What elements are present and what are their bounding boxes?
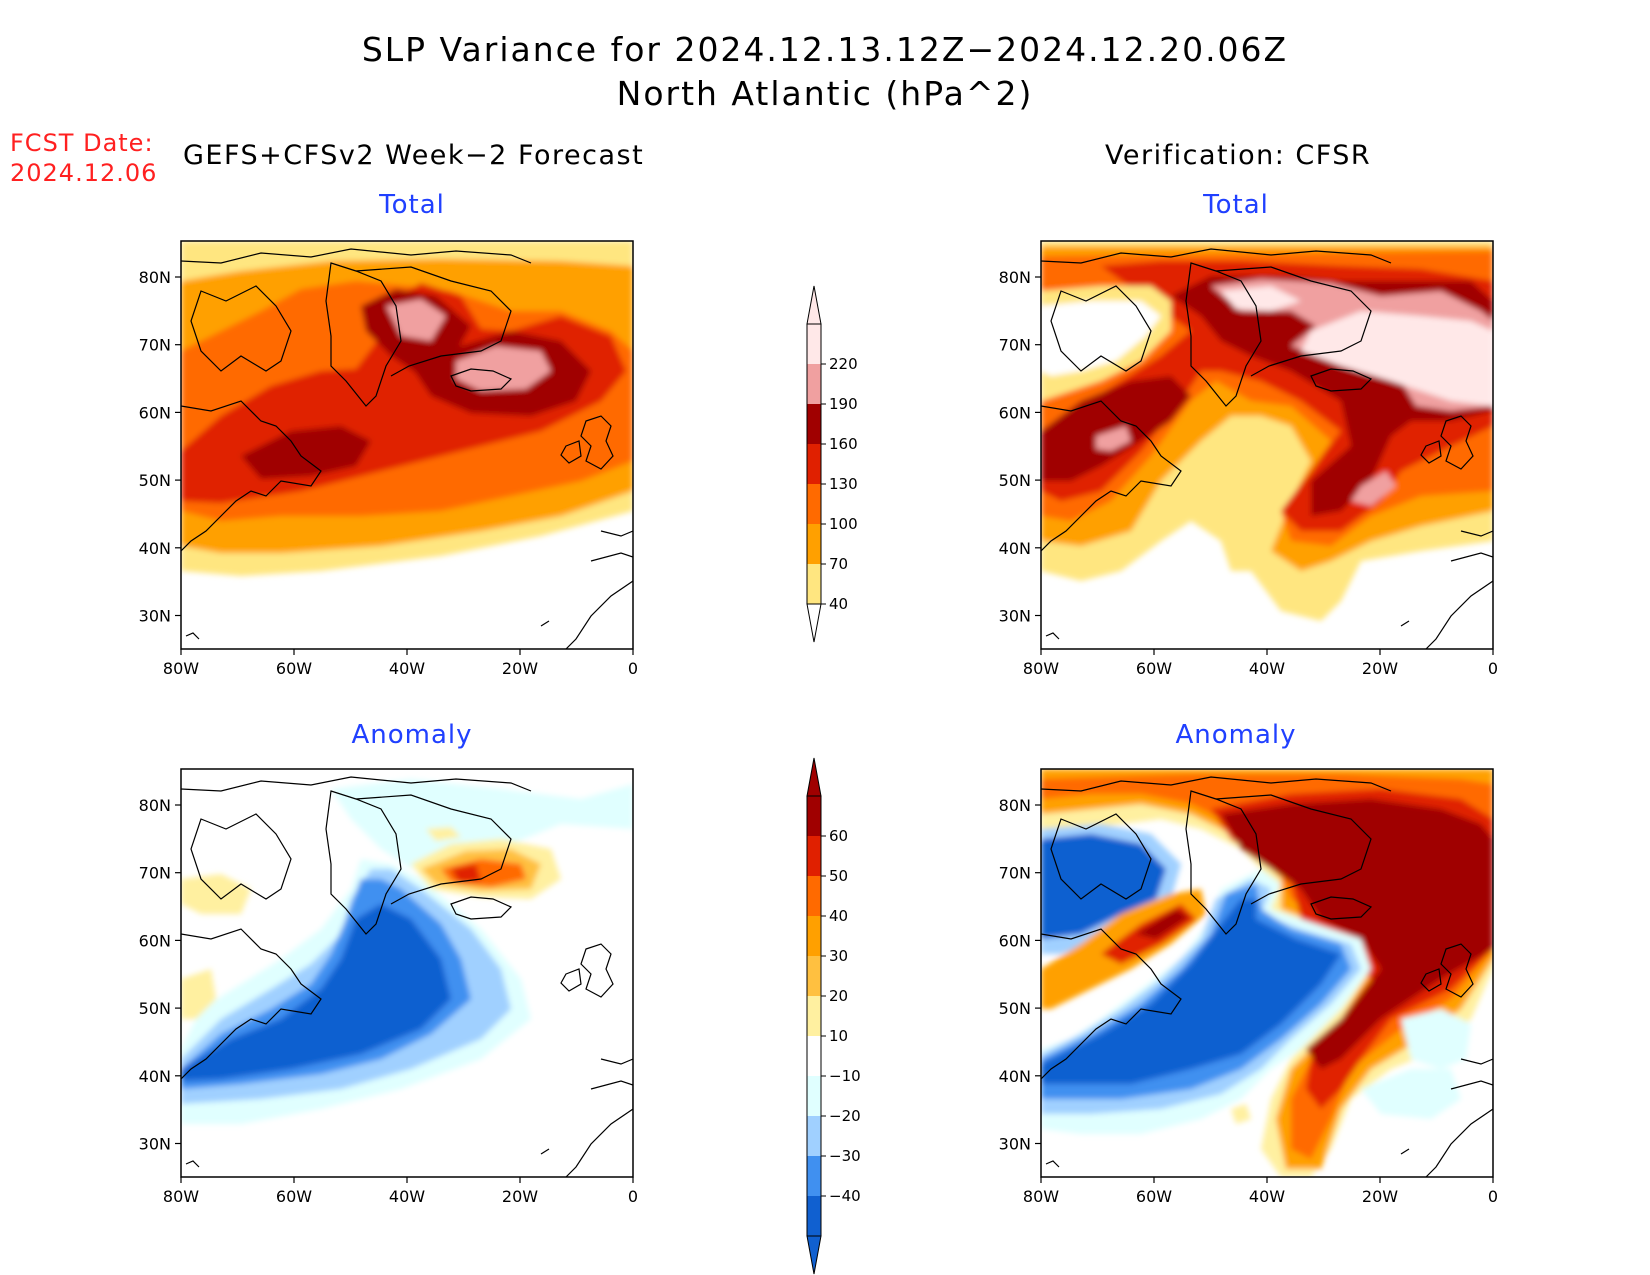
lon-tick-label: 40W — [389, 659, 425, 678]
fcst-date-value: 2024.12.06 — [10, 159, 158, 187]
colorbar-label: 220 — [829, 355, 858, 373]
colorbar-swatch — [807, 564, 821, 604]
lat-tick-label: 50N — [139, 471, 171, 490]
lat-tick-label: 70N — [999, 864, 1031, 883]
lat-tick-label: 30N — [999, 607, 1031, 626]
colorbar-swatch — [807, 956, 821, 996]
colorbar-label: 60 — [829, 827, 848, 845]
lon-tick-label: 80W — [163, 659, 199, 678]
colorbar-swatch — [807, 1156, 821, 1196]
colorbar-label: 20 — [829, 987, 848, 1005]
lat-tick-label: 60N — [999, 931, 1031, 950]
lon-tick-label: 40W — [1249, 659, 1285, 678]
lat-tick-label: 40N — [999, 539, 1031, 558]
lon-tick-label: 0 — [1488, 1187, 1498, 1206]
lat-tick-label: 40N — [999, 1067, 1031, 1086]
colorbar-swatch — [807, 1196, 821, 1236]
map-forecast-total — [180, 240, 634, 650]
colorbar-label: 40 — [829, 595, 848, 613]
colorbar-total: 220 190 160 130 100 70 40 — [806, 285, 858, 643]
main-subtitle: North Atlantic (hPa^2) — [616, 74, 1034, 113]
colorbar-label: 160 — [829, 435, 858, 453]
colorbar-swatch — [807, 524, 821, 564]
lon-tick-label: 0 — [1488, 659, 1498, 678]
lon-tick-label: 80W — [1023, 659, 1059, 678]
lon-tick-label: 60W — [276, 659, 312, 678]
lon-tick-label: 40W — [1249, 1187, 1285, 1206]
colorbar-label: 190 — [829, 395, 858, 413]
lon-tick-label: 20W — [502, 659, 538, 678]
colorbar-label: 50 — [829, 867, 848, 885]
fcst-date-label: FCST Date: — [10, 129, 154, 157]
lat-tick-label: 70N — [139, 336, 171, 355]
lat-tick-label: 30N — [999, 1135, 1031, 1154]
main-title: SLP Variance for 2024.12.13.12Z−2024.12.… — [361, 30, 1289, 69]
lon-tick-label: 60W — [1136, 1187, 1172, 1206]
lon-tick-label: 80W — [1023, 1187, 1059, 1206]
map-verification-anomaly — [1040, 768, 1494, 1178]
lon-tick-label: 80W — [163, 1187, 199, 1206]
colorbar-label: 70 — [829, 555, 848, 573]
lon-tick-label: 0 — [628, 1187, 638, 1206]
map-verification-total — [1040, 240, 1494, 650]
lat-tick-label: 70N — [139, 864, 171, 883]
lat-tick-label: 40N — [139, 539, 171, 558]
colorbar-label: 10 — [829, 1027, 848, 1045]
panel-title-verification-total: Total — [1203, 190, 1269, 220]
colorbar-swatch — [807, 324, 821, 364]
colorbar-swatch — [807, 444, 821, 484]
lon-tick-label: 20W — [502, 1187, 538, 1206]
colorbar-swatch — [807, 1076, 821, 1116]
colorbar-label: 30 — [829, 947, 848, 965]
colorbar-swatch — [807, 364, 821, 404]
colorbar-label: 100 — [829, 515, 858, 533]
verification-heading: Verification: CFSR — [1105, 140, 1372, 171]
colorbar-swatch — [807, 916, 821, 956]
colorbar-label: −20 — [829, 1107, 861, 1125]
colorbar-swatch — [807, 796, 821, 836]
colorbar-swatch — [807, 1116, 821, 1156]
colorbar-label: 130 — [829, 475, 858, 493]
lon-tick-label: 40W — [389, 1187, 425, 1206]
lon-tick-label: 0 — [628, 659, 638, 678]
colorbar-swatch — [807, 876, 821, 916]
colorbar-top-arrow — [806, 285, 822, 325]
lat-tick-label: 60N — [139, 403, 171, 422]
lat-tick-label: 60N — [139, 931, 171, 950]
lat-tick-label: 80N — [999, 268, 1031, 287]
lat-tick-label: 80N — [139, 268, 171, 287]
colorbar-bottom-arrow — [806, 1235, 822, 1275]
lat-tick-label: 70N — [999, 336, 1031, 355]
lon-tick-label: 20W — [1362, 1187, 1398, 1206]
lon-tick-label: 20W — [1362, 659, 1398, 678]
lat-tick-label: 30N — [139, 607, 171, 626]
colorbar-label: 40 — [829, 907, 848, 925]
colorbar-anomaly: 60 50 40 30 20 10 −10 −20 −30 −40 — [806, 757, 861, 1275]
colorbar-swatch — [807, 996, 821, 1036]
panel-title-forecast-total: Total — [379, 190, 445, 220]
lat-tick-label: 80N — [999, 796, 1031, 815]
colorbar-top-arrow — [806, 757, 822, 797]
forecast-heading: GEFS+CFSv2 Week−2 Forecast — [183, 140, 645, 171]
colorbar-swatch — [807, 484, 821, 524]
colorbar-swatch — [807, 836, 821, 876]
panel-title-forecast-anomaly: Anomaly — [351, 720, 473, 750]
lat-tick-label: 30N — [139, 1135, 171, 1154]
lat-tick-label: 50N — [999, 471, 1031, 490]
colorbar-label: −30 — [829, 1147, 861, 1165]
panel-title-verification-anomaly: Anomaly — [1175, 720, 1297, 750]
lat-tick-label: 80N — [139, 796, 171, 815]
colorbar-label: −10 — [829, 1067, 861, 1085]
lat-tick-label: 50N — [139, 999, 171, 1018]
map-forecast-anomaly — [180, 768, 634, 1178]
colorbar-label: −40 — [829, 1187, 861, 1205]
colorbar-bottom-arrow — [806, 603, 822, 643]
lat-tick-label: 40N — [139, 1067, 171, 1086]
colorbar-swatch — [807, 404, 821, 444]
colorbar-swatch — [807, 1036, 821, 1076]
lat-tick-label: 60N — [999, 403, 1031, 422]
lon-tick-label: 60W — [1136, 659, 1172, 678]
lat-tick-label: 50N — [999, 999, 1031, 1018]
lon-tick-label: 60W — [276, 1187, 312, 1206]
